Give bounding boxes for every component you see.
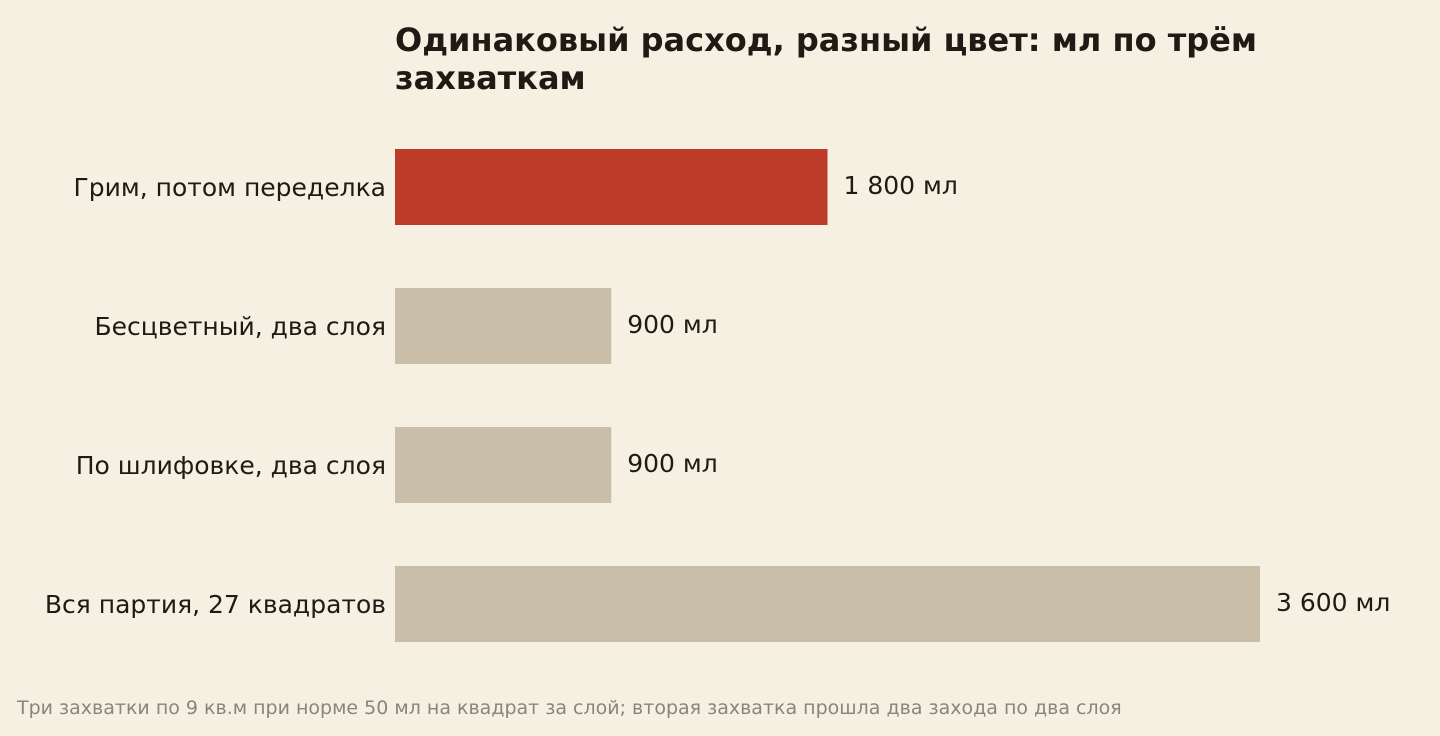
category-label: Вся партия, 27 квадратов <box>45 590 386 619</box>
category-label: Бесцветный, два слоя <box>94 312 386 341</box>
bar-chart: Грим, потом переделка 1 800 мл Бесцветный,… <box>45 149 1390 642</box>
value-label: 3 600 мл <box>1276 588 1390 617</box>
bar <box>395 566 1260 642</box>
value-label: 1 800 мл <box>844 171 958 200</box>
chart-footnote: Три захватки по 9 кв.м при норме 50 мл н… <box>17 697 1122 719</box>
bar <box>395 427 612 503</box>
chart-title: Одинаковый расход, разный цвет: мл по тр… <box>395 21 1257 97</box>
value-label: 900 мл <box>627 310 718 339</box>
bars-layer: Грим, потом переделка 1 800 мл Бесцветный,… <box>45 149 1390 642</box>
bar <box>395 288 612 364</box>
bar <box>395 149 828 225</box>
category-label: Грим, потом переделка <box>74 173 386 202</box>
category-label: По шлифовке, два слоя <box>76 451 386 480</box>
value-label: 900 мл <box>627 449 718 478</box>
